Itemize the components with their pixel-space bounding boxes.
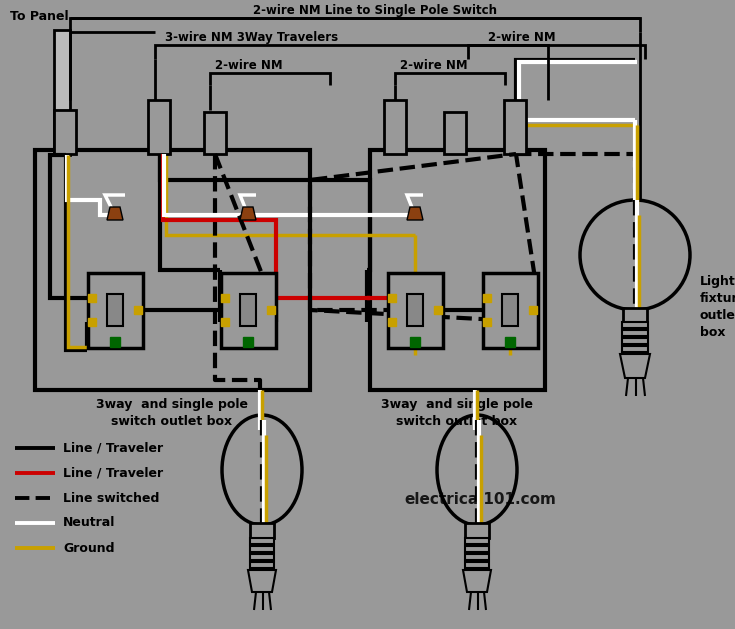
Polygon shape [407,207,423,220]
Bar [250,523,274,538]
Text: Line switched: Line switched [63,491,159,504]
Text: 2-wire NM Line to Single Pole Switch: 2-wire NM Line to Single Pole Switch [253,4,497,17]
Bar [504,100,526,154]
Bar [384,100,406,154]
Bar [483,273,538,348]
Bar [35,150,310,390]
Text: 2-wire NM: 2-wire NM [400,59,467,72]
Polygon shape [248,570,276,592]
Text: To Panel: To Panel [10,10,68,23]
Text: 3way  and single pole
switch outlet box: 3way and single pole switch outlet box [381,398,533,428]
Text: Light
fixture
outlet
box: Light fixture outlet box [700,275,735,339]
Bar [54,110,76,154]
Bar [502,294,518,326]
Text: 3way  and single pole
switch outlet box: 3way and single pole switch outlet box [96,398,248,428]
Bar [148,100,170,154]
Bar [465,538,489,544]
Bar [622,330,648,336]
Bar [465,562,489,568]
Bar [623,308,647,322]
Polygon shape [240,207,256,220]
Bar [622,346,648,352]
Bar [407,294,423,326]
Text: 2-wire NM: 2-wire NM [488,31,556,44]
Bar [250,554,274,560]
Bar [88,273,143,348]
Bar [240,294,256,326]
Text: Line / Traveler: Line / Traveler [63,467,163,479]
Bar [107,294,123,326]
Bar [250,562,274,568]
Text: Ground: Ground [63,542,115,555]
Bar [250,538,274,544]
Bar [465,554,489,560]
Bar [370,150,545,390]
Bar [465,546,489,552]
Bar [622,338,648,344]
Text: Neutral: Neutral [63,516,115,530]
Text: 3-wire NM 3Way Travelers: 3-wire NM 3Way Travelers [165,31,338,44]
Bar [622,322,648,328]
Bar [204,112,226,154]
Text: electrical101.com: electrical101.com [404,493,556,508]
Polygon shape [463,570,491,592]
Polygon shape [107,207,123,220]
Bar [221,273,276,348]
Bar [54,30,70,155]
Bar [250,546,274,552]
Text: 2-wire NM: 2-wire NM [215,59,283,72]
Bar [465,523,489,538]
Text: Line / Traveler: Line / Traveler [63,442,163,455]
Polygon shape [620,354,650,378]
Bar [444,112,466,154]
Bar [388,273,443,348]
